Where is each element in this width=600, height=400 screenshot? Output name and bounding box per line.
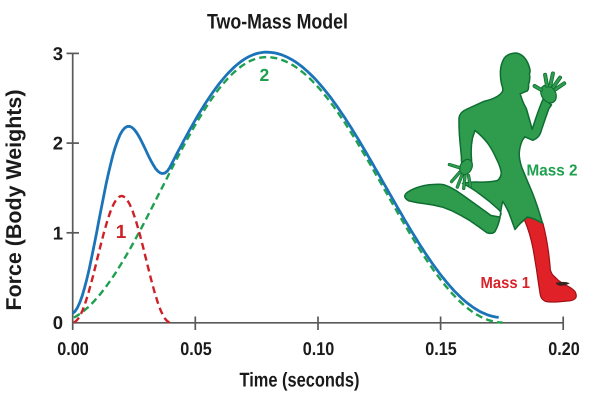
svg-text:0.20: 0.20	[548, 338, 580, 359]
svg-text:0.00: 0.00	[57, 338, 89, 359]
svg-text:2: 2	[53, 133, 63, 154]
svg-text:2: 2	[260, 65, 270, 85]
svg-text:0.15: 0.15	[425, 338, 457, 359]
svg-text:Time (seconds): Time (seconds)	[240, 370, 360, 392]
svg-text:1: 1	[116, 222, 127, 243]
svg-text:Two-Mass Model: Two-Mass Model	[207, 10, 348, 33]
svg-text:0.05: 0.05	[180, 338, 212, 359]
svg-text:3: 3	[53, 43, 63, 64]
svg-text:Mass 2: Mass 2	[527, 162, 578, 179]
svg-text:0: 0	[53, 312, 63, 333]
svg-text:Force (Body Weights): Force (Body Weights)	[2, 90, 26, 311]
svg-text:0.10: 0.10	[303, 338, 335, 359]
svg-text:Mass 1: Mass 1	[481, 275, 531, 292]
svg-text:1: 1	[53, 222, 63, 243]
